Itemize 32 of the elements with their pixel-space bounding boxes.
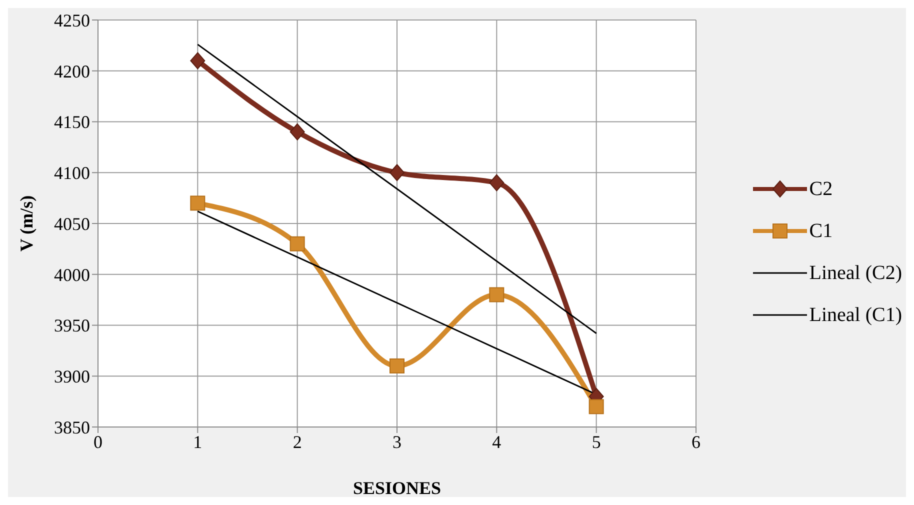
point — [390, 358, 404, 374]
x-tick-label: 4 — [492, 432, 502, 452]
y-tick-label: 4000 — [54, 264, 90, 285]
legend-label: C2 — [809, 178, 833, 200]
x-tick-label: 0 — [94, 432, 102, 452]
y-axis-title: V (m/s) — [16, 195, 36, 252]
y-tick-label: 4050 — [54, 214, 90, 234]
y-tick-label: 3850 — [54, 417, 90, 438]
y-tick-label: 4250 — [54, 10, 90, 30]
legend-label: C1 — [809, 220, 833, 242]
y-tick-label: 4100 — [54, 163, 90, 184]
point — [489, 287, 504, 302]
point — [390, 164, 404, 182]
point — [190, 52, 206, 70]
legend-label: Lineal (C2) — [809, 262, 902, 284]
x-axis-title: SESIONES — [352, 478, 442, 498]
point — [489, 174, 504, 192]
point — [290, 236, 305, 252]
y-tick-label: 3950 — [54, 316, 90, 336]
legend-label: Lineal (C1) — [809, 304, 902, 326]
x-tick-label: 6 — [692, 432, 700, 452]
x-tick-label: 1 — [193, 432, 202, 452]
point — [190, 196, 206, 211]
y-tick-label: 3900 — [54, 366, 90, 387]
x-tick-label: 5 — [592, 432, 601, 452]
y-tick-label: 4150 — [54, 112, 90, 132]
point — [588, 399, 604, 414]
line-series — [196, 44, 598, 334]
y-tick-label: 4200 — [54, 61, 90, 82]
x-tick-label: 3 — [392, 432, 402, 452]
x-tick-label: 2 — [292, 432, 302, 452]
point — [290, 123, 305, 140]
